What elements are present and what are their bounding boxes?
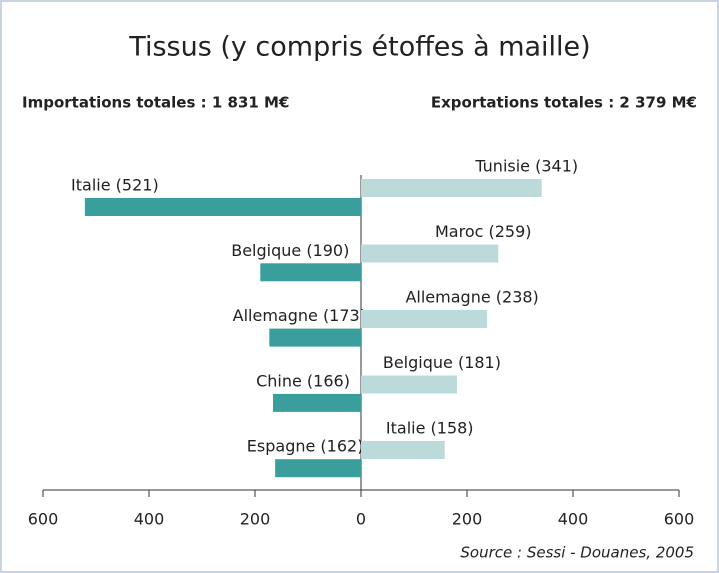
bar [275,459,361,478]
bar-label: Allemagne (173) [233,306,366,325]
bar [260,263,361,282]
bar [361,179,542,197]
series-name-imports: Importations totales : 1 831 M€ [22,94,289,112]
bar [361,375,457,394]
series-name-exports: Exportations totales : 2 379 M€ [431,94,697,112]
x-tick-label: 600 [28,510,59,529]
bar-label: Belgique (181) [383,353,501,372]
bar [361,244,499,263]
bar-label: Tunisie (341) [474,157,578,176]
x-tick-label: 600 [664,510,695,529]
x-tick-label: 400 [558,510,589,529]
x-tick-label: 200 [240,510,271,529]
bar-label: Allemagne (238) [405,288,538,307]
bar-label: Espagne (162) [247,437,364,456]
bar [361,441,445,459]
x-tick-label: 400 [134,510,165,529]
bar [269,328,361,347]
bar-label: Belgique (190) [231,241,349,260]
bar [361,310,488,328]
bar [273,393,361,412]
bar-label: Maroc (259) [435,222,532,241]
x-tick-label: 0 [356,510,366,529]
chart-title: Tissus (y compris étoffes à maille) [128,32,590,63]
source: Source : Sessi - Douanes, 2005 [460,544,694,562]
bar-label: Italie (158) [386,419,474,438]
bar [84,198,362,216]
bar-label: Italie (521) [71,176,159,195]
x-tick-label: 200 [452,510,483,529]
bar-label: Chine (166) [256,371,350,390]
